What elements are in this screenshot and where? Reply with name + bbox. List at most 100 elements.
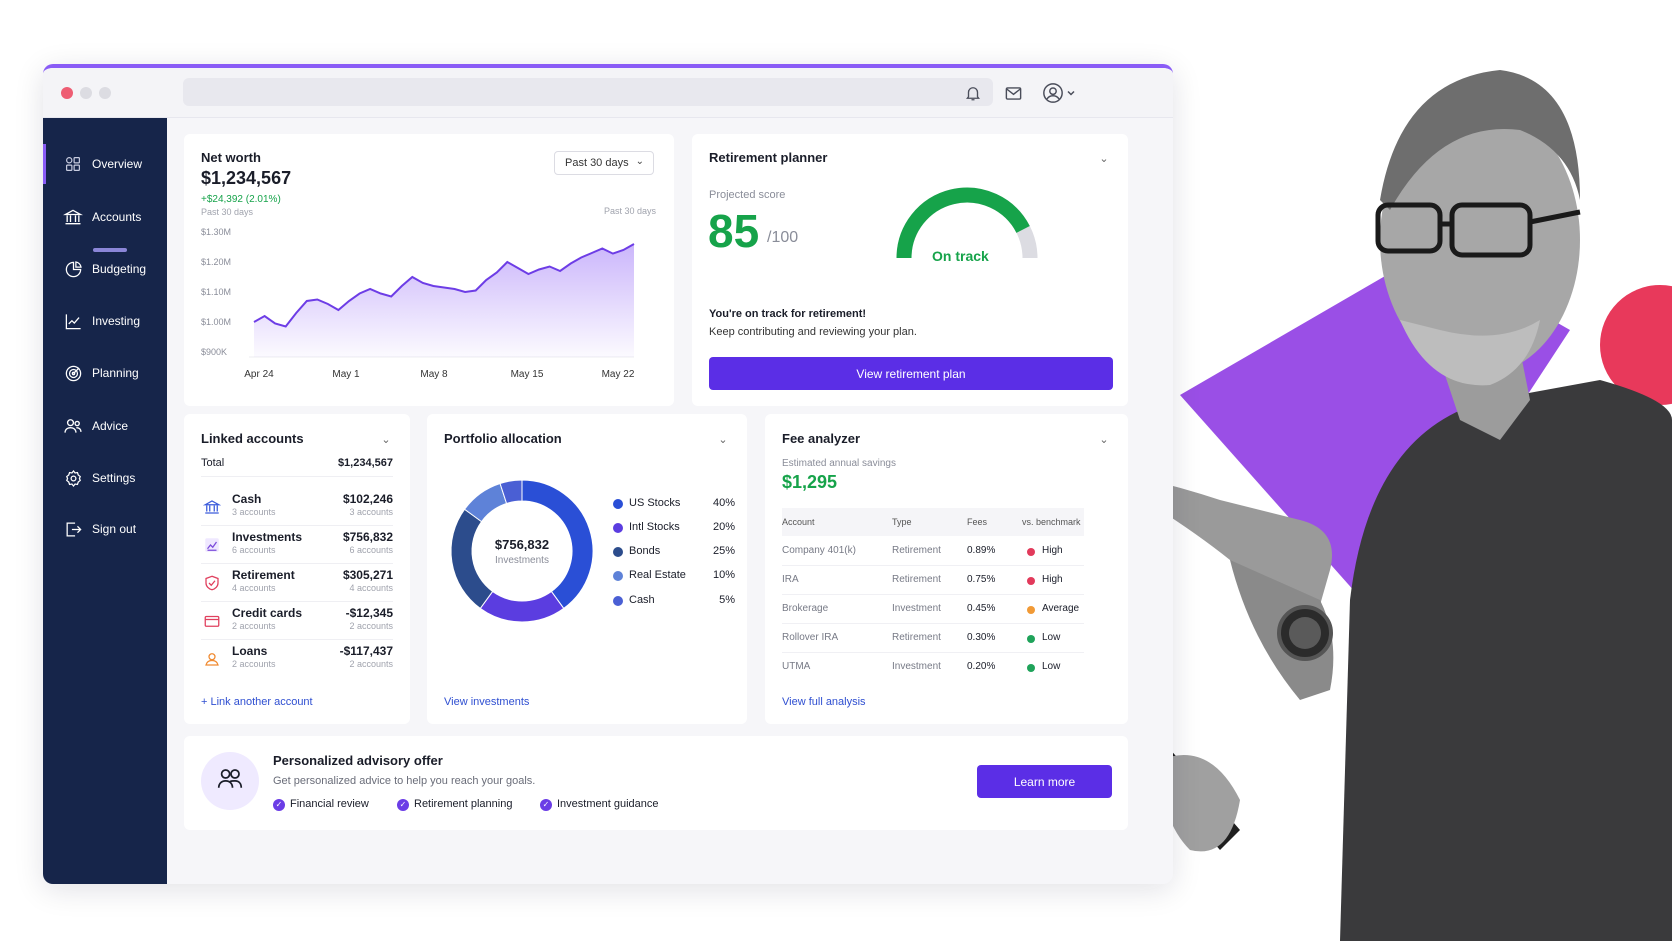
account-row-loans[interactable]: Loans 2 accounts -$117,437 2 accounts	[201, 644, 393, 682]
column-header: Fees	[967, 517, 988, 527]
window-minimize-dot[interactable]	[80, 87, 92, 99]
legend-percent: 40%	[712, 497, 735, 509]
column-header: Account	[782, 517, 815, 527]
link-another-account[interactable]: + Link another account	[201, 696, 313, 708]
divider	[201, 601, 393, 602]
account-name: Investments	[232, 530, 303, 544]
address-bar[interactable]	[183, 78, 993, 106]
chart-line-icon	[62, 310, 84, 332]
savings-value: $1,295	[782, 472, 838, 492]
account-value: $305,271	[342, 568, 393, 582]
projected-score-label: Projected score	[709, 189, 786, 201]
account-sub: 3 accounts	[232, 507, 276, 517]
sidebar-item-investing[interactable]: Investing	[43, 301, 167, 341]
table-row[interactable]: Rollover IRA Retirement 0.30% Low	[782, 624, 1084, 653]
sidebar-item-overview[interactable]: Overview	[43, 144, 167, 184]
view-retirement-plan-button[interactable]: View retirement plan	[709, 357, 1113, 390]
account-value: $756,832	[342, 530, 393, 544]
legend-percent: 10%	[712, 569, 735, 581]
account-sub: 2 accounts	[232, 621, 276, 631]
sidebar-item-label: Planning	[92, 366, 139, 380]
table-row[interactable]: Brokerage Investment 0.45% Average	[782, 595, 1084, 624]
legend-name: Cash	[629, 594, 655, 606]
chevron-down-icon[interactable]: ⌄	[718, 434, 728, 446]
bell-icon[interactable]	[960, 80, 986, 106]
chevron-down-icon[interactable]: ⌄	[381, 434, 391, 446]
y-tick-label: $900K	[201, 347, 227, 357]
donut-slice-intl-stocks[interactable]	[479, 590, 565, 623]
chevron-down-icon[interactable]: ⌄	[1099, 153, 1109, 165]
divider	[201, 476, 393, 477]
mail-icon[interactable]	[1000, 80, 1026, 106]
app-window: Overview Accounts Budgeting Investing	[43, 64, 1173, 884]
sidebar-item-advice[interactable]: Advice	[43, 406, 167, 446]
fee-type: Retirement	[892, 545, 941, 556]
account-row-cash[interactable]: Cash 3 accounts $102,246 3 accounts	[201, 492, 393, 530]
benchmark-dot	[1027, 606, 1035, 614]
account-value: -$117,437	[339, 644, 393, 658]
gauge-fill	[896, 187, 1030, 259]
account-sub-right: 3 accounts	[349, 507, 393, 517]
account-row-retirement[interactable]: Retirement 4 accounts $305,271 4 account…	[201, 568, 393, 606]
dashboard-icon	[62, 153, 84, 175]
fee-account: Company 401(k)	[782, 545, 856, 556]
sidebar-item-budgeting[interactable]: Budgeting	[43, 249, 167, 289]
trend-icon	[201, 534, 223, 556]
account-value: -$12,345	[345, 606, 393, 620]
advisory-item: Retirement planning	[414, 798, 513, 810]
window-maximize-dot[interactable]	[99, 87, 111, 99]
account-name: Credit cards	[232, 606, 303, 620]
account-sub-right: 2 accounts	[349, 659, 393, 669]
sidebar-item-label: Overview	[92, 157, 143, 171]
pie-icon	[62, 258, 84, 280]
chevron-down-icon[interactable]: ⌄	[1099, 434, 1109, 446]
net-worth-chart: $1.30M $1.20M $1.10M $1.00M $900K Apr 24 May 1…	[201, 227, 635, 380]
gear-icon	[62, 467, 84, 489]
account-row-credit-cards[interactable]: Credit cards 2 accounts -$12,345 2 accou…	[201, 606, 393, 644]
net-worth-period: Past 30 days	[201, 207, 254, 217]
legend-swatch	[613, 596, 623, 606]
donut-slice-cash[interactable]	[499, 479, 523, 505]
linked-accounts-card: Linked accounts ⌄ Total $1,234,567 Cash …	[184, 414, 410, 724]
linked-accounts-title: Linked accounts	[201, 431, 304, 446]
sidebar-item-accounts[interactable]: Accounts	[43, 197, 167, 237]
x-tick-label: Apr 24	[244, 369, 274, 380]
decorative-background	[1100, 70, 1672, 941]
people-icon	[215, 764, 245, 799]
chevron-down-icon[interactable]	[1063, 80, 1079, 106]
fee-account: IRA	[782, 574, 799, 585]
table-row[interactable]: Company 401(k) Retirement 0.89% High	[782, 537, 1084, 566]
sidebar-item-label: Settings	[92, 471, 136, 485]
net-worth-card: Net worth $1,234,567 +$24,392 (2.01%) Pa…	[184, 134, 674, 406]
portfolio-allocation-card: Portfolio allocation ⌄ $756,832 Investme…	[427, 414, 747, 724]
view-full-analysis-link[interactable]: View full analysis	[782, 696, 866, 708]
card-icon	[201, 610, 223, 632]
fee-value: 0.75%	[967, 574, 996, 585]
portfolio-title: Portfolio allocation	[444, 431, 562, 446]
chevron-down-icon: ⌄	[635, 156, 644, 167]
window-close-dot[interactable]	[61, 87, 73, 99]
advisory-offer-card: Personalized advisory offer Get personal…	[184, 736, 1128, 830]
view-investments-link[interactable]: View investments	[444, 696, 530, 708]
table-row[interactable]: UTMA Investment 0.20% Low	[782, 653, 1084, 682]
user-icon[interactable]	[1040, 80, 1066, 106]
retirement-planner-card: Retirement planner ⌄ Projected score 85 …	[692, 134, 1128, 406]
sidebar-item-sign-out[interactable]: Sign out	[43, 509, 167, 549]
legend-item: US Stocks 40%	[613, 496, 735, 512]
table-row[interactable]: IRA Retirement 0.75% High	[782, 566, 1084, 595]
advisory-item: Financial review	[290, 798, 369, 810]
sidebar-item-planning[interactable]: Planning	[43, 353, 167, 393]
bank-icon	[62, 206, 84, 228]
sidebar-item-settings[interactable]: Settings	[43, 458, 167, 498]
savings-label: Estimated annual savings	[782, 458, 896, 469]
time-range-select[interactable]: Past 30 days ⌄	[554, 151, 654, 175]
retirement-gauge	[896, 187, 1038, 259]
total-value: $1,234,567	[337, 457, 393, 469]
retirement-score-max: /100	[767, 229, 799, 246]
check-icon: ✓	[540, 799, 552, 811]
account-row-investments[interactable]: Investments 6 accounts $756,832 6 accoun…	[201, 530, 393, 568]
x-tick-label: May 8	[420, 369, 448, 380]
benchmark-dot	[1027, 548, 1035, 556]
learn-more-button[interactable]: Learn more	[977, 765, 1112, 798]
fee-value: 0.45%	[967, 603, 996, 614]
